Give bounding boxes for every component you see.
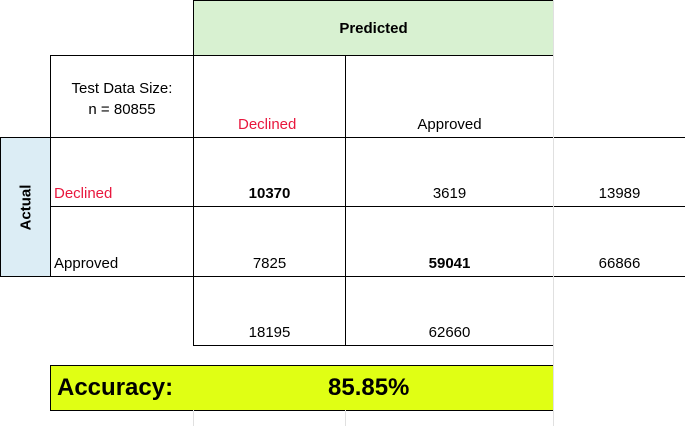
- matrix-cell: 10370: [193, 137, 346, 207]
- column-label: Approved: [345, 55, 554, 138]
- grid-line: [345, 410, 346, 426]
- predicted-header: Predicted: [193, 0, 554, 56]
- test-size-cell: Test Data Size: n = 80855: [50, 55, 194, 138]
- grid-line: [553, 0, 554, 426]
- actual-label: Actual: [17, 184, 34, 230]
- row-total: 13989: [553, 137, 685, 207]
- column-label: Declined: [193, 55, 346, 138]
- row-label: Declined: [50, 137, 194, 207]
- accuracy-value: 85.85%: [328, 374, 410, 401]
- row-total: 66866: [553, 206, 685, 277]
- accuracy-box: Accuracy: 85.85%: [50, 365, 554, 411]
- actual-label-cell: Actual: [0, 137, 51, 277]
- column-total: 18195: [193, 276, 346, 346]
- matrix-cell: 3619: [345, 137, 554, 207]
- grid-line: [193, 410, 194, 426]
- matrix-cell: 59041: [345, 206, 554, 277]
- test-size-line1: Test Data Size:: [71, 80, 173, 97]
- accuracy-label: Accuracy:: [57, 374, 174, 401]
- test-size-line2: n = 80855: [88, 101, 156, 118]
- column-total: 62660: [345, 276, 554, 346]
- row-label: Approved: [50, 206, 194, 277]
- matrix-cell: 7825: [193, 206, 346, 277]
